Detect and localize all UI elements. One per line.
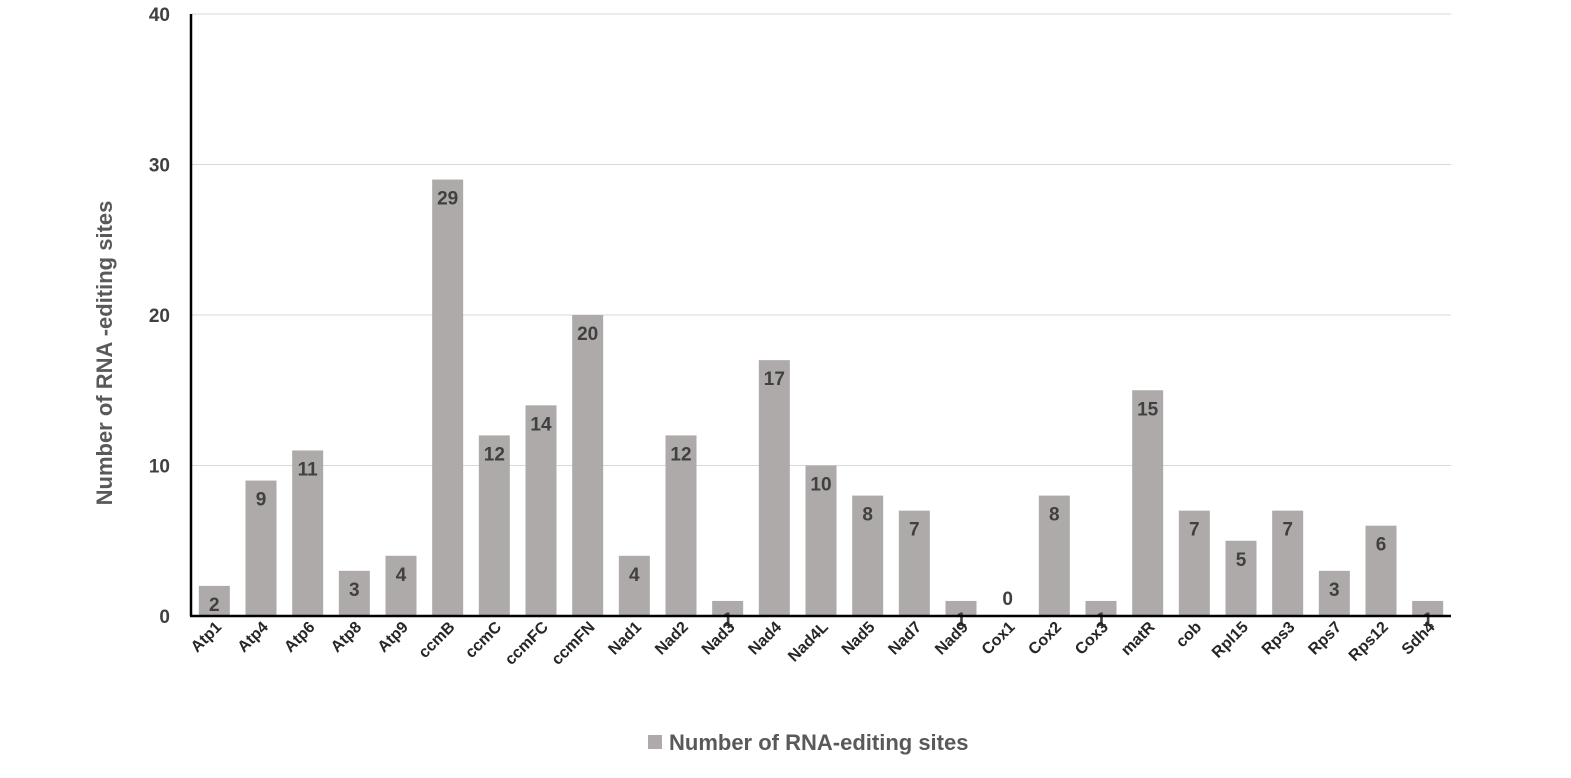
bar — [338, 570, 370, 616]
data-label: 29 — [437, 189, 458, 210]
bar — [852, 495, 884, 616]
data-label: 3 — [349, 580, 360, 601]
bar — [572, 315, 604, 616]
data-label: 1 — [956, 610, 967, 631]
x-tick-label: Atp4 — [235, 619, 272, 656]
x-tick-label: Atp9 — [375, 619, 412, 656]
y-tick-label: 20 — [149, 306, 170, 327]
data-label: 8 — [862, 505, 873, 526]
bar — [1085, 600, 1117, 616]
data-label: 1 — [722, 610, 733, 631]
x-tick-label: Nad2 — [652, 619, 692, 659]
data-label: 1 — [1422, 610, 1433, 631]
x-tick-label: ccmFC — [502, 618, 552, 668]
y-tick-labels: 0 10 20 30 40 — [149, 5, 170, 628]
bar — [758, 360, 790, 616]
data-label: 2 — [209, 595, 220, 616]
x-tick-label: Rps7 — [1305, 619, 1345, 659]
bar — [1318, 570, 1350, 616]
data-label: 17 — [764, 369, 785, 390]
bar — [385, 555, 417, 616]
data-label: 12 — [670, 444, 691, 465]
data-label: 15 — [1137, 399, 1159, 420]
data-label: 1 — [1096, 610, 1107, 631]
bar — [1038, 495, 1070, 616]
bar — [665, 435, 697, 616]
data-label: 0 — [1002, 589, 1013, 610]
y-tick-label: 40 — [149, 5, 170, 26]
data-label: 5 — [1236, 550, 1247, 571]
data-label: 20 — [577, 324, 598, 345]
bar — [1132, 390, 1164, 616]
x-tick-label: Rpl15 — [1209, 619, 1252, 662]
x-tick-label: Atp8 — [328, 619, 365, 656]
data-label: 3 — [1329, 580, 1340, 601]
x-tick-label: ccmB — [416, 619, 459, 662]
y-tick-label: 0 — [159, 607, 170, 628]
x-tick-label: Nad1 — [605, 619, 645, 659]
x-tick-label: Nad5 — [839, 619, 879, 659]
bars — [198, 179, 1444, 617]
bar — [292, 450, 324, 616]
data-label: 7 — [909, 520, 920, 541]
data-label: 4 — [396, 565, 407, 586]
data-label: 8 — [1049, 505, 1060, 526]
x-tick-label: cob — [1173, 619, 1205, 651]
y-axis-title: Number of RNA -editing sites — [92, 201, 117, 506]
data-label: 11 — [298, 459, 319, 480]
x-tick-label: Nad7 — [885, 619, 925, 659]
x-tick-label: ccmC — [462, 618, 505, 661]
data-label: 7 — [1282, 520, 1293, 541]
x-tick-label: Cox1 — [979, 619, 1019, 659]
bar — [1225, 540, 1257, 616]
bar — [898, 510, 930, 616]
bar — [1272, 510, 1304, 616]
x-tick-label: Rps12 — [1346, 619, 1392, 665]
bar — [618, 555, 650, 616]
data-label: 10 — [810, 475, 831, 496]
legend: Number of RNA-editing sites — [648, 730, 968, 755]
data-label: 6 — [1376, 535, 1387, 556]
x-tick-label: matR — [1118, 618, 1159, 659]
data-label: 7 — [1189, 520, 1200, 541]
bar — [525, 405, 557, 616]
data-label: 12 — [484, 444, 505, 465]
bar — [198, 585, 230, 616]
data-label: 14 — [530, 414, 552, 435]
y-tick-label: 30 — [149, 156, 170, 177]
bar — [245, 480, 277, 616]
bar — [1365, 525, 1397, 616]
y-tick-label: 10 — [149, 457, 170, 478]
bar — [1412, 600, 1444, 616]
data-label: 4 — [629, 565, 640, 586]
x-tick-label: Nad4L — [785, 619, 832, 666]
axes — [189, 14, 1451, 618]
legend-swatch — [648, 735, 662, 749]
bar — [945, 600, 977, 616]
x-tick-label: Rps3 — [1259, 619, 1299, 659]
x-tick-label: ccmFN — [549, 619, 599, 669]
gridlines — [191, 13, 1451, 466]
x-tick-label: Atp1 — [188, 619, 225, 656]
data-label: 9 — [256, 490, 267, 511]
bar — [432, 179, 464, 617]
bar — [1178, 510, 1210, 616]
bar — [805, 465, 837, 616]
x-tick-label: Cox2 — [1025, 619, 1065, 659]
x-tick-label: Atp6 — [281, 619, 318, 656]
x-tick-label: Nad4 — [745, 619, 785, 659]
legend-label: Number of RNA-editing sites — [669, 730, 968, 755]
bar — [478, 435, 510, 616]
bar — [712, 600, 744, 616]
